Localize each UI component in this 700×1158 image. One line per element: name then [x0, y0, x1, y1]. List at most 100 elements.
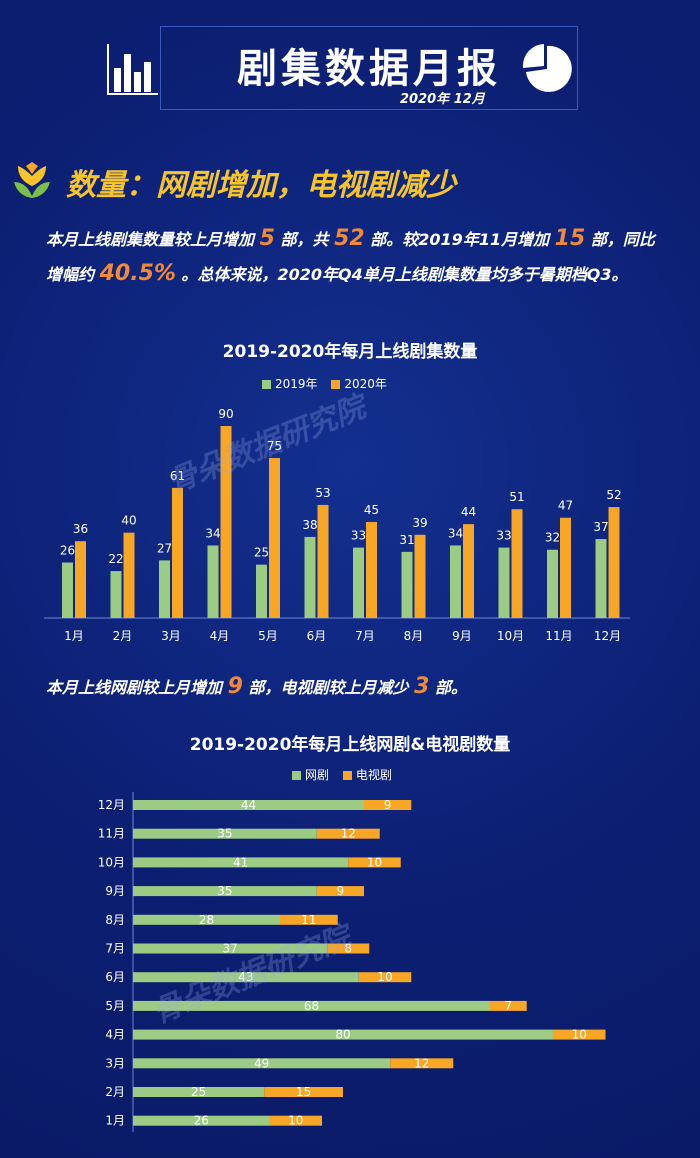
label-2020-9: 44	[461, 505, 476, 519]
bar-tv-2	[264, 1087, 343, 1097]
label-2020-1: 36	[73, 522, 88, 536]
legend-web-series: 网剧	[305, 768, 330, 782]
label-2020-7: 45	[364, 503, 379, 517]
bar-web-9	[133, 886, 317, 897]
label-web-9: 35	[217, 884, 232, 898]
chart2-legend: 网剧 电视剧	[292, 766, 402, 783]
y-tick-4: 4月	[105, 1028, 125, 1042]
label-2019-3: 27	[157, 541, 172, 555]
bar-tv-3	[390, 1058, 454, 1069]
bar-tv-12	[364, 800, 412, 810]
highlight-total: 52	[334, 226, 365, 251]
bar-2020-8	[414, 534, 426, 618]
highlight-web-increase: 9	[227, 674, 243, 699]
y-tick-5: 5月	[105, 999, 125, 1013]
watermark-2: 骨朵数据研究院	[147, 919, 356, 1031]
y-tick-7: 7月	[105, 942, 125, 956]
label-web-5: 68	[304, 999, 319, 1013]
highlight-increase: 5	[259, 226, 275, 251]
y-tick-12: 12月	[98, 798, 125, 812]
bar-tv-6	[358, 972, 412, 983]
bar-2019-12	[595, 539, 607, 618]
bar-2019-1	[62, 562, 73, 618]
bar-web-2	[133, 1087, 265, 1097]
bar-web-3	[133, 1058, 391, 1069]
x-tick-1: 1月	[64, 629, 84, 643]
bar-2019-6	[304, 536, 316, 618]
bar-2020-7	[366, 522, 377, 618]
label-2019-2: 22	[108, 552, 123, 566]
bar-web-1	[133, 1115, 270, 1126]
label-2020-6: 53	[315, 486, 330, 500]
label-web-12: 44	[241, 798, 256, 812]
label-2019-12: 37	[593, 520, 608, 534]
label-tv-12: 9	[384, 798, 392, 812]
bar-web-12	[133, 800, 364, 810]
x-tick-6: 6月	[307, 629, 327, 643]
bar-tv-9	[316, 886, 364, 897]
x-tick-2: 2月	[113, 629, 133, 643]
bar-2019-8	[401, 551, 413, 618]
y-tick-9: 9月	[105, 884, 125, 898]
bar-tv-11	[316, 828, 380, 839]
x-tick-4: 4月	[210, 629, 230, 643]
legend-2019: 2019年	[275, 377, 318, 391]
bar-tv-10	[348, 857, 401, 868]
bar-web-11	[133, 828, 317, 839]
x-tick-10: 10月	[497, 629, 524, 643]
label-2019-10: 33	[496, 529, 511, 543]
bar-2019-4	[207, 545, 219, 618]
y-tick-6: 6月	[105, 970, 125, 984]
x-tick-12: 12月	[594, 629, 621, 643]
label-web-10: 41	[233, 855, 248, 869]
bar-2019-3	[159, 560, 170, 618]
label-2020-11: 47	[558, 499, 573, 513]
label-tv-5: 7	[505, 999, 513, 1013]
y-tick-11: 11月	[98, 827, 125, 841]
label-2020-8: 39	[412, 516, 427, 530]
label-tv-11: 12	[341, 827, 356, 841]
bar-2019-9	[450, 545, 461, 618]
label-2020-4: 90	[218, 407, 233, 421]
label-tv-3: 12	[414, 1056, 429, 1070]
label-web-4: 80	[335, 1028, 350, 1042]
chart1-title: 2019-2020年每月上线剧集数量	[222, 342, 478, 362]
label-web-1: 26	[194, 1114, 209, 1128]
label-tv-2: 15	[296, 1085, 311, 1099]
legend-2020: 2020年	[344, 377, 387, 391]
bar-2019-5	[256, 564, 267, 618]
label-2020-2: 40	[121, 514, 136, 528]
bar-2019-2	[110, 571, 122, 618]
section-title: 数量：网剧增加，电视剧减少	[66, 168, 456, 203]
label-2019-9: 34	[448, 526, 463, 540]
legend-tv-series: 电视剧	[355, 768, 392, 782]
bar-2020-12	[608, 507, 620, 618]
highlight-yoy-increase: 15	[554, 226, 586, 251]
y-tick-1: 1月	[105, 1114, 125, 1128]
bar-2020-6	[317, 504, 329, 618]
bar-tv-1	[269, 1115, 322, 1126]
label-web-8: 28	[199, 913, 214, 927]
highlight-tv-decrease: 3	[414, 674, 430, 699]
bar-2020-2	[123, 532, 135, 618]
y-tick-10: 10月	[98, 855, 125, 869]
bar-2020-9	[463, 524, 474, 618]
x-tick-8: 8月	[404, 629, 424, 643]
bar-tv-5	[490, 1000, 527, 1011]
bar-web-10	[133, 857, 349, 868]
bar-2019-10	[498, 547, 510, 618]
label-2020-10: 51	[509, 490, 524, 504]
label-tv-4: 10	[572, 1028, 587, 1042]
highlight-growth-rate: 40.5%	[99, 261, 176, 286]
summary2-paragraph: 本月上线网剧较上月增加 9 部，电视剧较上月减少 3 部。	[46, 674, 467, 699]
page-title: 剧集数据月报	[237, 46, 501, 92]
label-2019-7: 33	[351, 529, 366, 543]
y-tick-8: 8月	[105, 913, 125, 927]
label-tv-10: 10	[367, 855, 382, 869]
watermark-1: 骨朵数据研究院	[162, 389, 371, 501]
label-2019-4: 34	[205, 526, 220, 540]
bar-web-4	[133, 1029, 553, 1040]
bar-2020-5	[269, 458, 280, 618]
bar-2020-10	[511, 509, 523, 618]
x-tick-3: 3月	[161, 629, 181, 643]
